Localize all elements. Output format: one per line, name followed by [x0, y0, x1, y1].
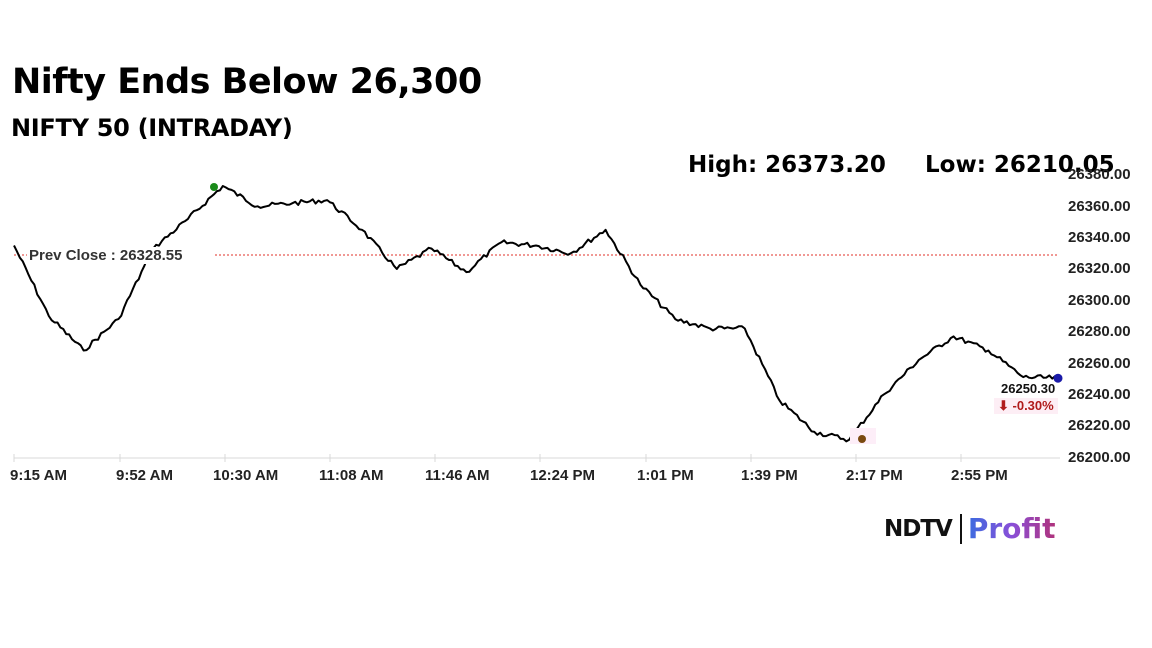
y-tick: 26300.00: [1068, 292, 1131, 309]
x-tick: 11:46 AM: [425, 467, 490, 484]
high-marker: [210, 183, 218, 191]
price-line: [13, 185, 1059, 443]
x-tick: 2:17 PM: [846, 467, 903, 484]
x-tick: 10:30 AM: [213, 467, 279, 484]
y-tick: 26380.00: [1068, 166, 1131, 183]
logo-product: Profit: [967, 512, 1056, 545]
x-tick: 1:39 PM: [741, 467, 798, 484]
x-tick-marks: [13, 454, 962, 462]
last-price-marker: [1053, 373, 1063, 383]
y-tick: 26220.00: [1068, 417, 1131, 434]
low-marker: [858, 435, 866, 443]
day-high-label: High: 26373.20: [688, 152, 886, 178]
prev-close-label: Prev Close : 26328.55: [27, 247, 185, 264]
x-tick: 9:15 AM: [10, 467, 67, 484]
change-percent-badge: ⬇ -0.30%: [994, 398, 1058, 414]
last-price-value: 26250.30: [1001, 381, 1056, 396]
y-tick: 26340.00: [1068, 229, 1131, 246]
y-tick: 26280.00: [1068, 323, 1131, 340]
chart-subtitle: NIFTY 50 (INTRADAY): [11, 114, 293, 142]
x-tick: 12:24 PM: [530, 467, 596, 484]
x-tick: 1:01 PM: [637, 467, 694, 484]
chart-title: Nifty Ends Below 26,300: [12, 62, 482, 102]
y-tick: 26260.00: [1068, 355, 1131, 372]
x-tick: 11:08 AM: [319, 467, 384, 484]
y-tick: 26200.00: [1068, 449, 1131, 466]
logo-divider: [959, 513, 962, 544]
x-tick: 9:52 AM: [116, 467, 173, 484]
x-tick: 2:55 PM: [951, 467, 1008, 484]
y-tick: 26360.00: [1068, 198, 1131, 215]
ndtv-profit-logo: NDTV Profit: [884, 512, 1056, 545]
y-tick: 26240.00: [1068, 386, 1131, 403]
y-tick: 26320.00: [1068, 260, 1131, 277]
day-low-label: Low: 26210.05: [925, 152, 1115, 178]
logo-brand: NDTV: [884, 515, 953, 542]
